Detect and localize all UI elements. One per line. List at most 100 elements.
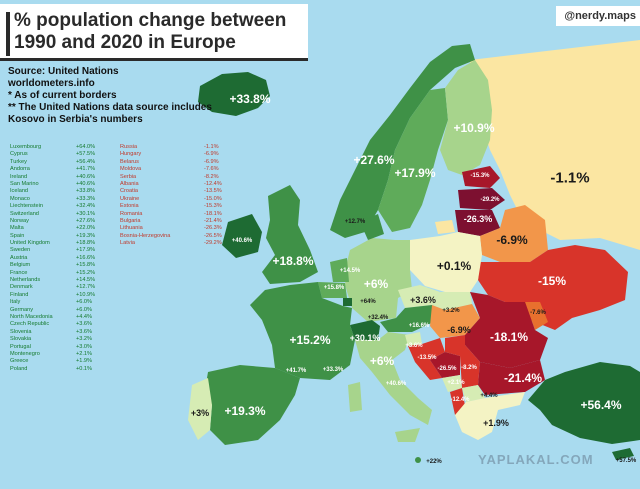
region-bosnia [430,352,460,378]
change-value: +30.1% [76,210,96,217]
region-cyprus [612,448,634,460]
country-name: Italy [10,299,21,306]
region-serbia [445,335,480,388]
region-sweden [378,88,448,232]
region-italy [355,332,432,425]
label-slovakia: +3.2% [442,308,460,314]
country-name: Sweden [10,247,31,254]
country-name: Luxembourg [10,144,42,150]
change-value: -15.0% [204,195,222,202]
change-value: +10.9% [76,291,96,298]
label-ireland: +40.6% [231,238,253,244]
label-france: +15.2% [289,333,331,347]
region-uk [262,185,318,284]
change-value: +16.6% [76,254,96,261]
label-germany: +6% [363,277,389,291]
source-notes: Source: United Nations worldometers.info… [8,66,238,126]
label-netherlands: +14.5% [339,268,361,274]
change-value: -13.5% [204,188,222,195]
region-north-macedonia [462,385,485,402]
change-value: -18.1% [204,210,222,217]
label-cyprus: +57.5% [615,458,637,464]
change-value: +64.0% [76,144,96,150]
region-portugal [188,378,212,440]
label-albania: -12.4% [450,397,470,403]
label-portugal: +3% [190,408,210,418]
country-name: North Macedonia [10,313,53,320]
change-value: +0.1% [76,365,93,372]
label-liechtenstein: +32.4% [367,315,389,321]
country-name: Romania [120,210,143,217]
label-monaco: +33.3% [322,367,344,373]
region-netherlands [330,258,349,282]
country-name: Iceland [10,188,29,195]
region-austria [380,305,438,332]
label-moldova: -7.6% [530,310,546,316]
change-value: +3.2% [76,336,93,343]
watermark: YAPLAKAL.COM [478,452,594,467]
country-name: Belarus [120,158,139,165]
label-san-marino: +40.6% [385,381,407,387]
region-latvia [458,188,505,210]
label-iceland: +33.8% [229,92,271,106]
country-name: Norway [10,217,29,224]
label-austria: +16.6% [408,323,430,329]
change-value: +40.6% [76,173,96,180]
country-name: Belgium [10,262,31,269]
region-malta [415,457,421,463]
change-value: +3.0% [76,343,93,350]
label-slovenia: +3.6% [405,343,423,349]
label-turkey: +56.4% [580,398,622,412]
change-value: -12.4% [204,180,222,187]
label-serbia: -8.2% [461,365,477,371]
change-value: +15.2% [76,269,96,276]
region-slovakia [432,292,472,310]
region-romania [465,292,548,368]
change-value: +15.8% [76,262,96,269]
country-name: Germany [10,306,34,313]
country-name: Liechtenstein [10,203,43,210]
country-name: Bosnia-Herzegovina [120,232,171,239]
label-belgium: +15.8% [323,285,345,291]
change-value: +33.8% [76,188,96,195]
change-value: -26.3% [204,225,222,232]
region-spain [205,365,300,445]
label-malta: +22% [426,459,442,465]
country-name: Netherlands [10,277,41,284]
change-value: -7.6% [204,166,219,173]
region-montenegro [442,375,462,392]
change-value: -15.3% [204,203,222,210]
change-value: -29.2% [204,240,222,247]
country-name: Switzerland [10,210,39,217]
change-value: +56.4% [76,158,96,165]
label-latvia: -29.2% [480,197,500,203]
borders-note: * As of current borders [8,90,117,101]
label-north-macedonia: +4.4% [480,393,498,399]
region-belgium [318,282,347,298]
change-value: +19.3% [76,232,96,239]
change-value: -6.9% [204,158,219,165]
region-switzerland [350,320,380,340]
label-bosnia: -26.5% [437,366,457,372]
country-name: Latvia [120,240,135,247]
region-germany [345,238,412,322]
change-value: +6.0% [76,299,93,306]
region-france [250,282,355,380]
label-czech: +3.6% [410,295,436,305]
region-czech [398,285,440,308]
label-spain: +19.3% [224,404,266,418]
label-denmark: +12.7% [344,219,366,225]
change-value: +3.6% [76,328,93,335]
region-hungary [430,304,480,338]
label-russia: -1.1% [550,169,590,187]
change-value: +4.4% [76,313,93,320]
change-value: -8.2% [204,173,219,180]
country-name: Hungary [120,151,142,158]
country-name: Russia [120,144,138,150]
country-name: United Kingdom [10,240,50,247]
country-name: Poland [10,365,28,372]
country-name: Finland [10,291,29,298]
label-bulgaria: -21.4% [503,371,543,385]
label-greece: +1.9% [483,418,509,428]
change-value: +22.0% [76,225,96,232]
